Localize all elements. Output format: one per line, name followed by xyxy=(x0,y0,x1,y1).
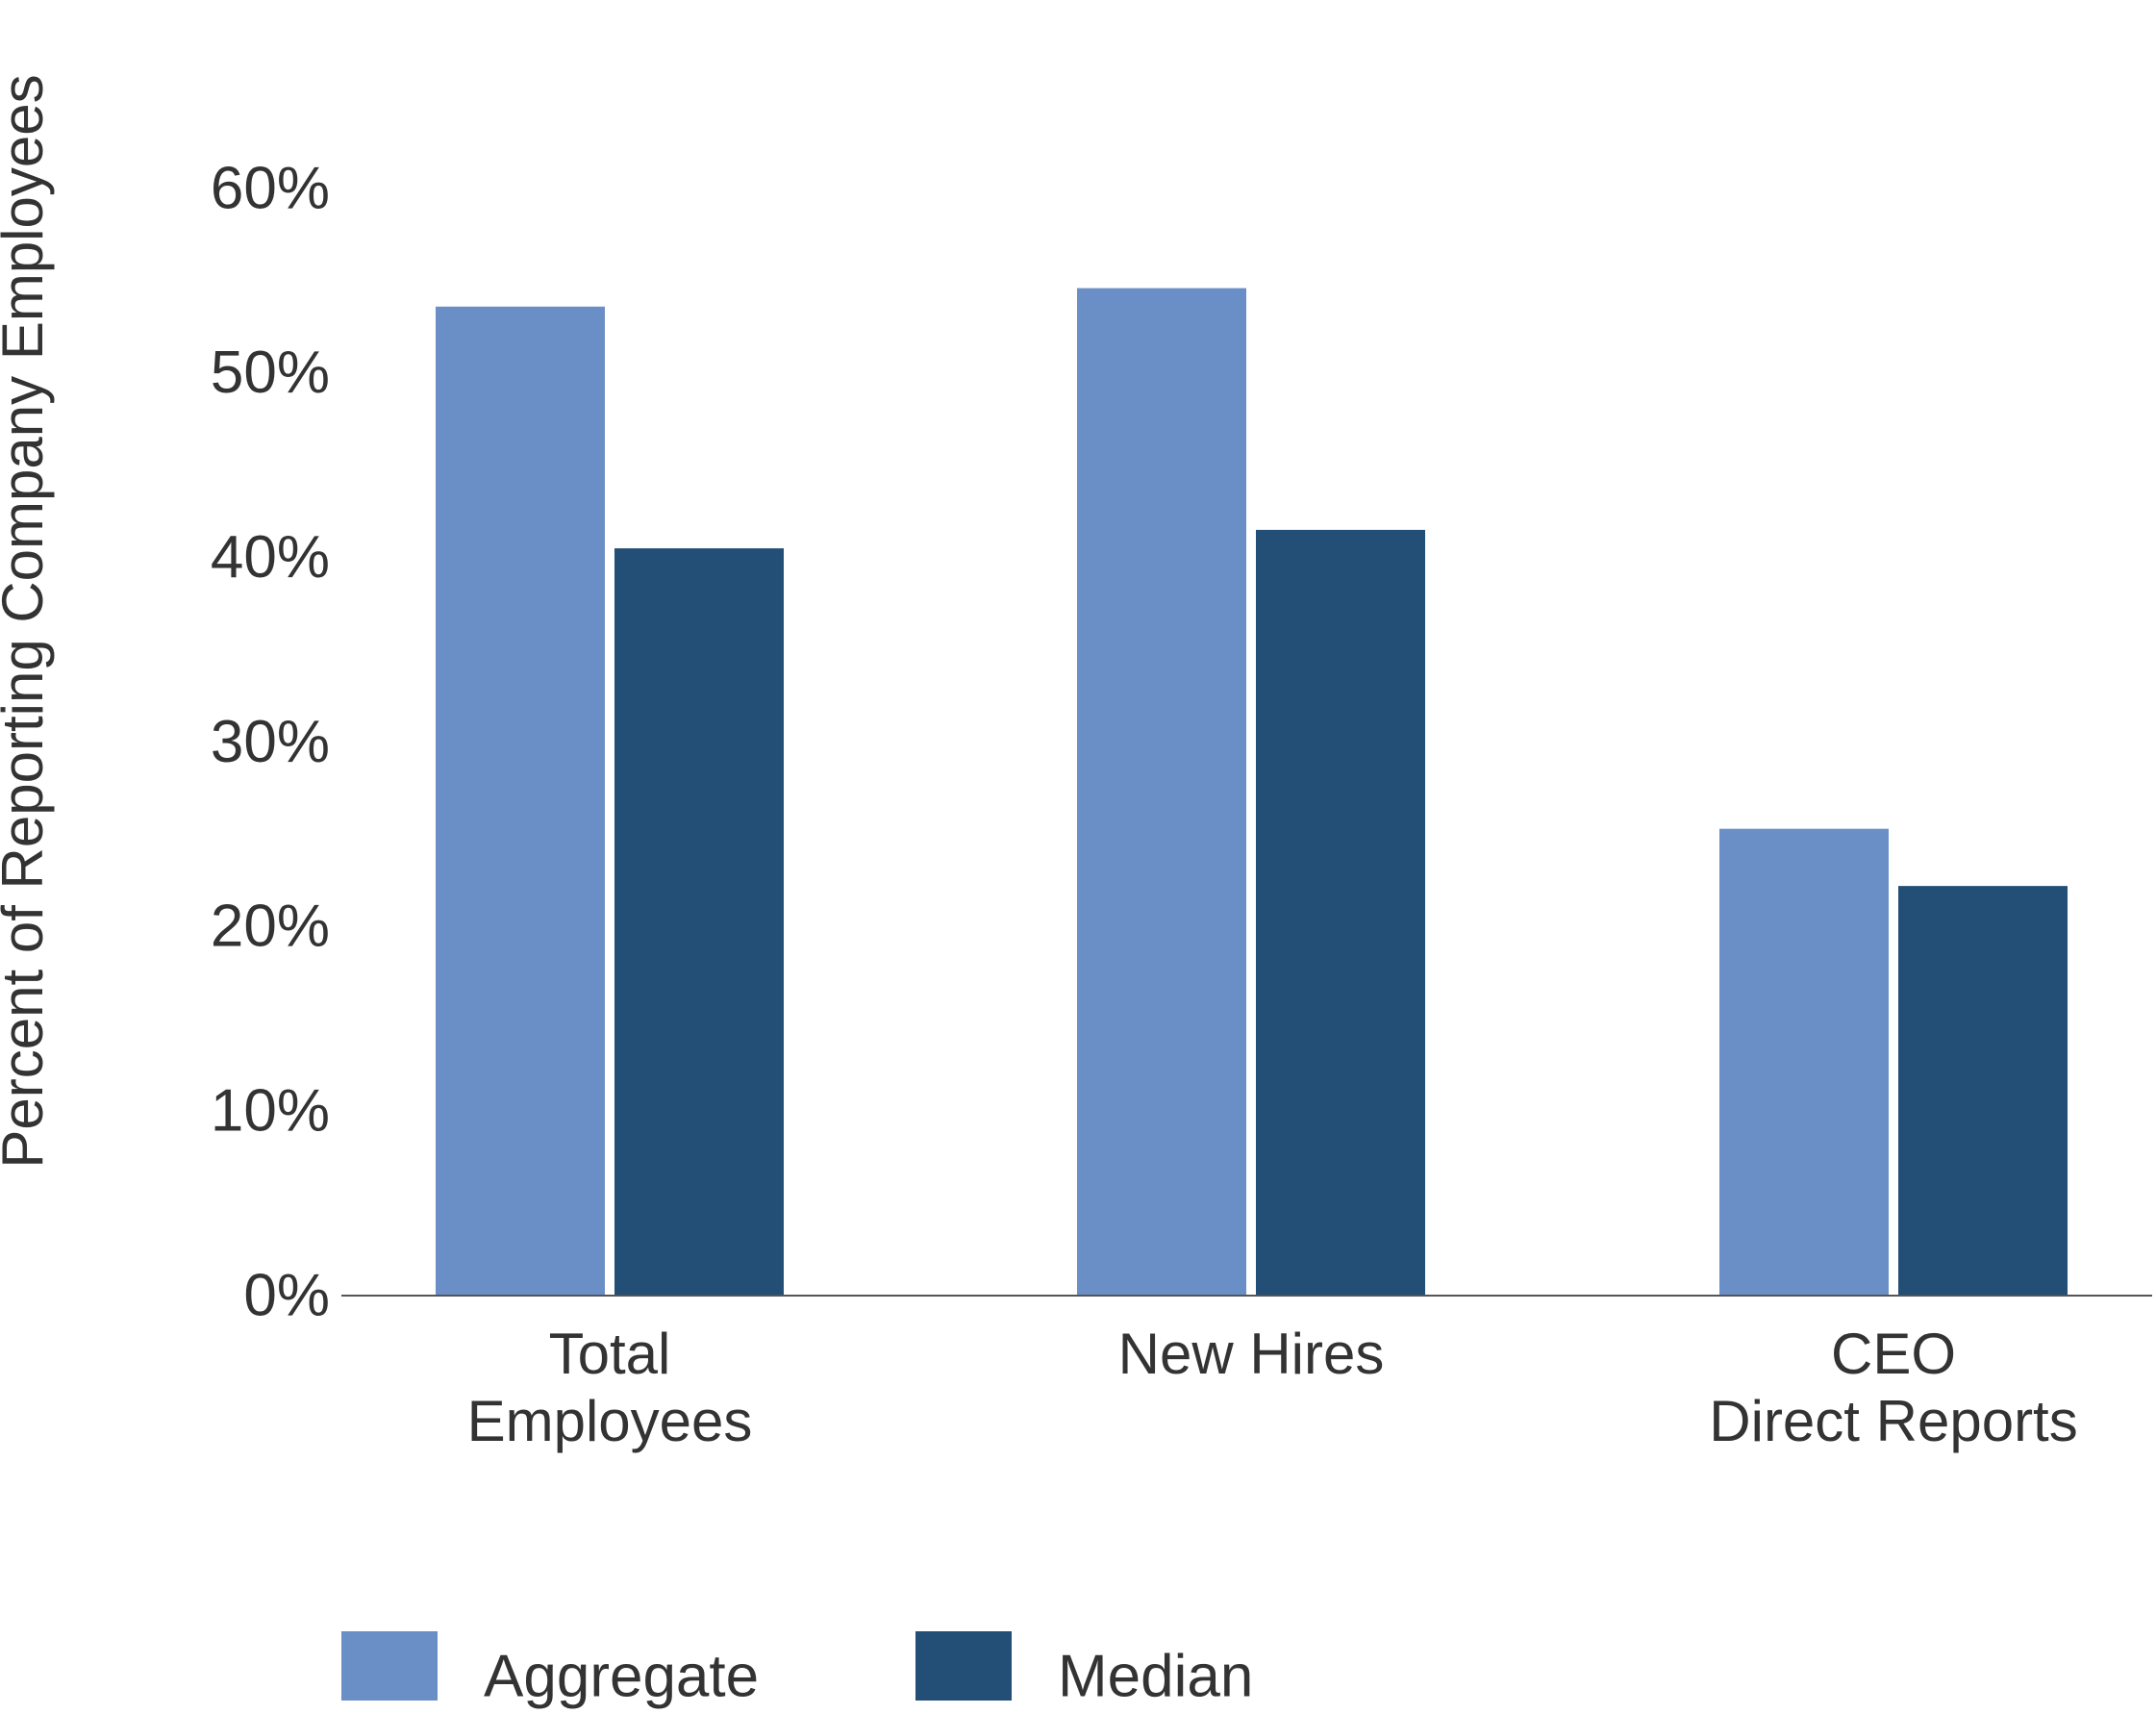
x-tick-label: CEO Direct Reports xyxy=(1709,1322,2078,1453)
y-tick-label: 40% xyxy=(211,524,330,591)
legend-swatch xyxy=(915,1631,1012,1701)
bar xyxy=(614,548,784,1296)
legend-swatch xyxy=(341,1631,438,1701)
bar xyxy=(1719,828,1889,1296)
y-axis-label: Percent of Reporting Company Employees xyxy=(0,74,55,1168)
x-tick-label: New Hires xyxy=(1117,1322,1385,1386)
y-tick-label: 50% xyxy=(211,340,330,406)
y-tick-label: 30% xyxy=(211,709,330,775)
x-tick-label: Total Employees xyxy=(466,1322,753,1453)
legend-label: Aggregate xyxy=(484,1643,759,1709)
y-tick-label: 10% xyxy=(211,1078,330,1145)
bar xyxy=(1256,529,1425,1296)
legend-label: Median xyxy=(1058,1643,1253,1709)
y-tick-label: 0% xyxy=(243,1262,330,1328)
y-tick-label: 20% xyxy=(211,894,330,960)
bar xyxy=(436,306,605,1297)
y-tick-label: 60% xyxy=(211,155,330,221)
bar xyxy=(1077,288,1246,1297)
bar xyxy=(1898,886,2068,1296)
